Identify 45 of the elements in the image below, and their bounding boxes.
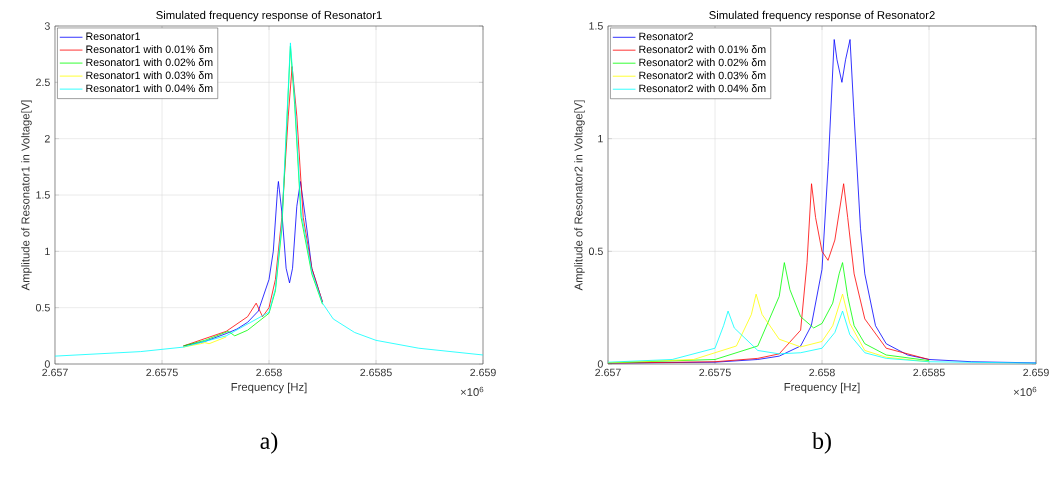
y-tick-label: 1.5 bbox=[589, 22, 603, 30]
x-tick-label: 2.658 bbox=[809, 368, 835, 377]
y-tick-label: 3 bbox=[44, 22, 50, 30]
y-tick-label: 1 bbox=[598, 135, 603, 143]
x-tick-label: 2.6575 bbox=[699, 368, 731, 377]
line-series bbox=[608, 183, 930, 364]
line-series bbox=[608, 310, 1037, 364]
legend-label: Resonator2 bbox=[639, 32, 693, 41]
x-tick-label: 2.6585 bbox=[360, 368, 392, 377]
legend-label: Resonator2 with 0.03% δm bbox=[639, 71, 766, 80]
text: ×10$^{6}$ bbox=[460, 386, 484, 397]
y-tick-label: 0.5 bbox=[588, 247, 603, 256]
x-tick-label: 2.6585 bbox=[913, 368, 945, 377]
legend-label: Resonator2 with 0.04% δm bbox=[639, 84, 766, 93]
y-axis-title: Amplitude of Resonator2 in Voltage[V] bbox=[574, 100, 585, 291]
x-tick-label: 2.659 bbox=[1023, 368, 1049, 377]
chart-title: Simulated frequency response of Resonator2 bbox=[709, 10, 935, 22]
y-tick-label: 1 bbox=[45, 247, 50, 255]
legend-label: Resonator1 with 0.01% δm bbox=[86, 45, 213, 54]
legend-label: Resonator1 with 0.02% δm bbox=[86, 58, 213, 67]
legend-label: Resonator1 with 0.03% δm bbox=[86, 71, 213, 80]
x-tick-label: 2.6575 bbox=[146, 368, 178, 377]
line-series bbox=[183, 336, 227, 348]
y-tick-label: 2 bbox=[44, 134, 50, 143]
x-axis-title: Frequency [Hz] bbox=[231, 382, 307, 394]
legend-label: Resonator1 with 0.04% δm bbox=[86, 84, 213, 93]
x-tick-label: 2.657 bbox=[42, 368, 68, 377]
legend-label: Resonator1 bbox=[86, 32, 140, 41]
y-tick-label: 2.5 bbox=[36, 78, 50, 87]
legend-label: Resonator2 with 0.01% δm bbox=[639, 45, 766, 54]
y-tick-label: 0 bbox=[597, 360, 603, 368]
y-tick-label: 0 bbox=[44, 360, 50, 368]
x-tick-label: 2.659 bbox=[470, 368, 496, 377]
y-axis-title: Amplitude of Resonator1 in Voltage[V] bbox=[21, 100, 32, 291]
x-axis-title: Frequency [Hz] bbox=[784, 382, 860, 394]
y-tick-label: 1.5 bbox=[36, 191, 50, 199]
text: a) bbox=[260, 432, 278, 454]
x-tick-label: 2.658 bbox=[256, 368, 282, 377]
x-tick-label: 2.657 bbox=[595, 368, 621, 377]
text: ×10$^{6}$ bbox=[1013, 386, 1037, 397]
y-tick-label: 0.5 bbox=[35, 303, 50, 312]
chart-title: Simulated frequency response of Resonator1 bbox=[156, 10, 382, 22]
legend-label: Resonator2 with 0.02% δm bbox=[639, 58, 766, 67]
text: b) bbox=[812, 432, 831, 454]
line-series bbox=[55, 42, 484, 357]
